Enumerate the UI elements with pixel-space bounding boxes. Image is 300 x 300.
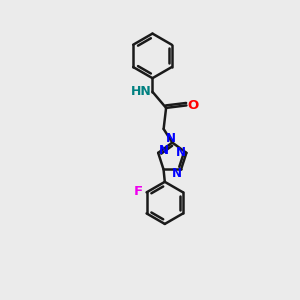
Text: N: N (176, 146, 186, 159)
Text: F: F (133, 184, 142, 198)
Text: O: O (187, 99, 198, 112)
Text: HN: HN (131, 85, 152, 98)
Text: N: N (159, 144, 169, 157)
Text: N: N (166, 132, 176, 145)
Text: N: N (172, 167, 182, 180)
